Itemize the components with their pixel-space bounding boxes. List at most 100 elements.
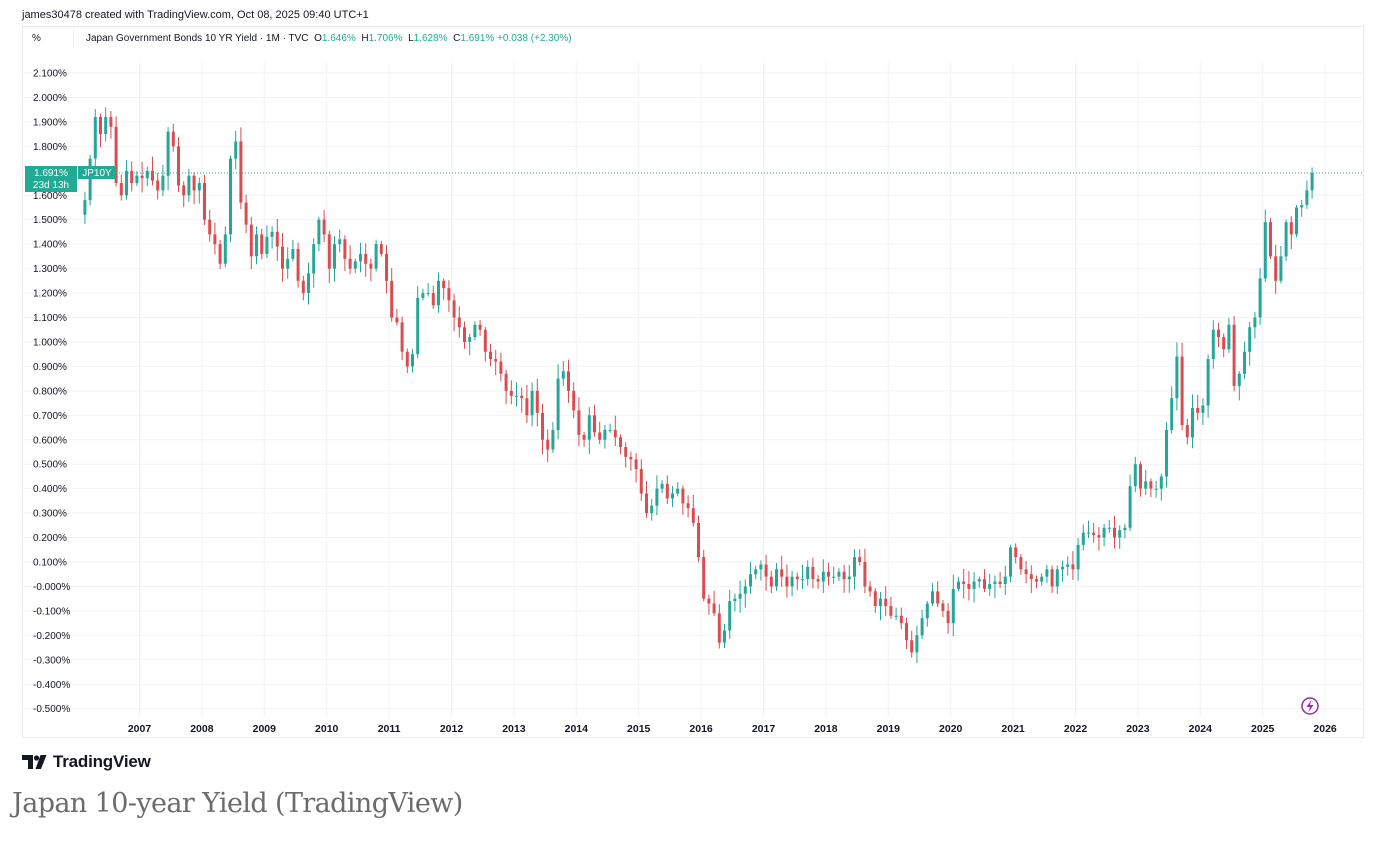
candle-body xyxy=(946,610,950,624)
y-tick-label: 0.900% xyxy=(33,362,67,373)
y-tick-label: 1.400% xyxy=(33,240,67,251)
candle-body xyxy=(203,183,206,220)
y-tick-label: 1.600% xyxy=(33,191,67,202)
y-tick-label: 1.100% xyxy=(33,313,67,324)
candle-body xyxy=(1097,535,1101,538)
candle-body xyxy=(1066,564,1070,567)
candle-body xyxy=(535,390,539,413)
y-tick-label: 2.000% xyxy=(33,93,67,104)
unit-label: % xyxy=(32,32,41,44)
candle-body xyxy=(780,569,784,577)
candle-body xyxy=(889,606,893,616)
candle-body xyxy=(234,141,238,159)
candle-body xyxy=(353,261,357,269)
candle-body xyxy=(1217,329,1220,338)
candle-body xyxy=(728,601,732,631)
candle-body xyxy=(322,219,326,235)
candle-body xyxy=(171,131,175,147)
candle-body xyxy=(660,483,664,489)
candle-body xyxy=(645,493,648,514)
candle-body xyxy=(697,522,700,558)
candle-body xyxy=(1128,486,1132,528)
candle-body xyxy=(593,415,596,433)
candle-body xyxy=(515,395,518,397)
candle-body xyxy=(93,117,97,159)
candle-body xyxy=(920,618,924,636)
candle-body xyxy=(379,244,383,254)
candle-body xyxy=(177,146,180,186)
candle-body xyxy=(1133,464,1137,487)
candle-body xyxy=(951,588,955,624)
candle-body xyxy=(723,630,726,643)
high-value: 1.706% xyxy=(368,32,403,44)
candle-body xyxy=(1279,256,1283,281)
candle-body xyxy=(572,390,576,411)
candle-body xyxy=(1139,464,1142,489)
candle-body xyxy=(307,273,310,294)
x-tick-label: 2009 xyxy=(253,723,277,735)
y-tick-label: -0.100% xyxy=(33,606,70,617)
candle-body xyxy=(619,437,622,448)
candle-body xyxy=(1061,566,1064,570)
candle-body xyxy=(390,280,394,318)
candle-body xyxy=(1175,356,1179,399)
candle-body xyxy=(639,469,643,494)
candle-body xyxy=(665,483,669,499)
x-tick-label: 2026 xyxy=(1313,723,1337,735)
candle-body xyxy=(348,258,352,269)
candle-body xyxy=(104,117,108,135)
candle-body xyxy=(1191,407,1194,438)
candle-body xyxy=(509,390,513,396)
candle-body xyxy=(1092,532,1096,536)
candle-body xyxy=(411,354,414,367)
x-tick-label: 2007 xyxy=(128,723,152,735)
candle-body xyxy=(879,598,882,607)
candle-body xyxy=(941,603,945,611)
candle-body xyxy=(712,603,716,614)
chart-frame[interactable] xyxy=(22,26,1364,738)
lightning-icon[interactable] xyxy=(1301,697,1319,715)
candle-body xyxy=(717,613,721,643)
figure-caption: Japan 10-year Yield (TradingView) xyxy=(12,788,463,819)
tradingview-logo[interactable]: TradingView xyxy=(22,752,151,772)
candle-body xyxy=(161,175,165,191)
candle-body xyxy=(182,185,186,196)
candle-body xyxy=(821,571,825,582)
tradingview-logo-icon xyxy=(22,755,47,769)
candle-body xyxy=(1165,429,1168,477)
candle-body xyxy=(327,234,331,269)
candle-body xyxy=(567,371,570,391)
candle-body xyxy=(140,175,144,179)
candle-body xyxy=(109,117,113,127)
unit-selector[interactable]: % xyxy=(22,27,74,49)
y-tick-label: 1.000% xyxy=(33,337,67,348)
candle-body xyxy=(977,579,981,582)
candle-body xyxy=(99,117,102,135)
x-tick-label: 2019 xyxy=(877,723,901,735)
candle-body xyxy=(655,488,659,506)
candle-body xyxy=(1024,569,1028,575)
candle-body xyxy=(541,412,544,440)
candle-body xyxy=(806,566,810,580)
high-label: H xyxy=(361,32,369,44)
y-tick-label: -0.000% xyxy=(33,582,70,593)
candle-body xyxy=(686,503,690,509)
y-tick-label: 0.800% xyxy=(33,386,67,397)
candle-body xyxy=(1300,205,1304,208)
candle-body xyxy=(520,395,524,399)
candle-body xyxy=(426,293,430,295)
candle-body xyxy=(894,615,898,617)
candle-body xyxy=(114,126,118,184)
candle-body xyxy=(556,378,560,430)
candle-body xyxy=(463,327,466,342)
candle-body xyxy=(634,459,638,470)
candle-body xyxy=(130,170,134,184)
close-value: 1.691% xyxy=(460,32,495,44)
y-tick-label: 0.700% xyxy=(33,411,67,422)
candle-body xyxy=(1170,398,1174,430)
candle-body xyxy=(296,249,300,281)
candle-body xyxy=(899,615,903,624)
x-tick-label: 2016 xyxy=(689,723,713,735)
candle-body xyxy=(1113,527,1116,538)
